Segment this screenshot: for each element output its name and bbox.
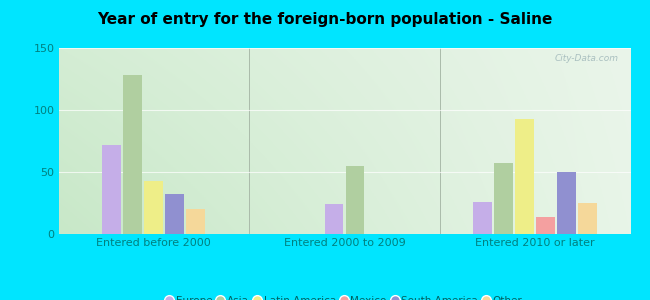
Bar <box>144 181 163 234</box>
Bar <box>494 163 513 234</box>
Bar <box>578 203 597 234</box>
Bar <box>346 166 365 234</box>
Bar <box>124 75 142 234</box>
Bar <box>515 119 534 234</box>
Text: City-Data.com: City-Data.com <box>555 54 619 63</box>
Bar <box>473 202 492 234</box>
Bar <box>557 172 576 234</box>
Bar <box>187 209 205 234</box>
Bar <box>103 145 122 234</box>
Legend: Europe, Asia, Latin America, Mexico, South America, Other: Europe, Asia, Latin America, Mexico, Sou… <box>162 291 526 300</box>
Bar <box>165 194 184 234</box>
Bar <box>536 217 555 234</box>
Text: Year of entry for the foreign-born population - Saline: Year of entry for the foreign-born popul… <box>98 12 552 27</box>
Bar <box>324 204 343 234</box>
